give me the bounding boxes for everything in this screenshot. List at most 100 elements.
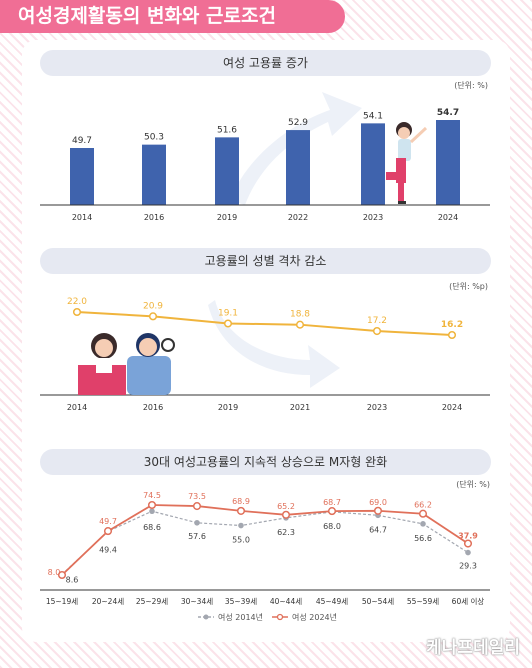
section-title-m-curve: 30대 여성고용률의 지속적 상승으로 M자형 완화	[40, 449, 491, 475]
series-2024-point	[281, 510, 291, 519]
gap-value-label: 17.2	[367, 316, 387, 326]
legend-2014-marker	[203, 614, 209, 620]
gap-point	[72, 307, 82, 317]
series-value-label: 49.4	[99, 545, 117, 554]
bar-2023	[361, 123, 385, 205]
series-value-label: 66.2	[414, 501, 432, 510]
series-value-label: 68.6	[143, 523, 161, 532]
chart3-unit: (단위: %)	[456, 479, 490, 489]
series-value-label: 37.9	[458, 532, 478, 541]
series-2014-point	[465, 549, 471, 556]
series-2024-point	[418, 509, 428, 518]
gap-value-label: 18.8	[290, 310, 310, 320]
chart1-unit: (단위: %)	[454, 80, 488, 90]
x-tick-label: 2019	[218, 403, 238, 412]
x-tick-label: 2014	[72, 213, 92, 222]
x-tick-label: 2023	[367, 403, 387, 412]
series-line-1	[61, 504, 469, 576]
x-tick-label: 2024	[442, 403, 462, 412]
gap-point	[223, 319, 233, 328]
series-2014-point	[149, 508, 155, 515]
legend-2024-marker	[276, 613, 284, 621]
gap-value-label: 16.2	[441, 320, 463, 330]
series-value-label: 62.3	[277, 528, 295, 537]
series-2024-point	[236, 506, 246, 515]
x-tick-label: 30~34세	[181, 597, 213, 606]
bar-value-label: 54.1	[363, 111, 383, 121]
section-title-employment-rate: 여성 고용률 증가	[40, 50, 491, 76]
series-value-label: 68.0	[323, 522, 341, 531]
series-2024-point	[373, 506, 383, 515]
series-value-label: 29.3	[459, 562, 477, 571]
gap-value-label: 19.1	[218, 309, 238, 319]
series-value-label: 64.7	[369, 525, 387, 534]
x-tick-label: 60세 이상	[452, 596, 485, 606]
series-value-label: 55.0	[232, 536, 250, 545]
x-tick-label: 2016	[143, 403, 163, 412]
decor-arrow-down	[208, 300, 340, 388]
series-value-label: 8.0	[48, 568, 61, 577]
series-2014-point	[420, 521, 426, 527]
x-tick-label: 40~44세	[270, 597, 302, 606]
x-tick-label: 25~29세	[136, 597, 168, 606]
watermark-logo: 케나프데일리	[426, 638, 520, 658]
series-value-label: 69.0	[369, 498, 387, 507]
bar-value-label: 52.9	[288, 118, 308, 128]
x-tick-label: 2024	[438, 213, 458, 222]
two-workers-illustration	[78, 333, 175, 395]
series-value-label: 68.7	[323, 498, 341, 507]
series-value-label: 74.5	[143, 491, 161, 500]
gap-point	[372, 326, 382, 336]
chart3-legend: 여성 2014년 여성 2024년	[198, 612, 337, 622]
legend-2014-label: 여성 2014년	[218, 612, 263, 622]
x-tick-label: 45~49세	[316, 597, 348, 606]
series-value-label: 68.9	[232, 497, 250, 506]
bar-2014	[70, 148, 94, 205]
series-value-label: 65.2	[277, 502, 295, 511]
series-2024-point	[57, 570, 67, 580]
bar-value-label: 51.6	[217, 125, 237, 135]
x-tick-label: 15~19세	[46, 597, 78, 606]
series-value-label: 8.6	[66, 575, 79, 584]
series-value-label: 49.7	[99, 517, 117, 526]
x-tick-label: 55~59세	[407, 597, 439, 606]
x-tick-label: 20~24세	[92, 597, 124, 606]
series-value-label: 73.5	[188, 492, 206, 501]
x-tick-label: 50~54세	[362, 597, 394, 606]
series-2014-point	[194, 519, 200, 526]
bar-2024	[436, 120, 460, 205]
series-value-label: 56.6	[414, 534, 432, 543]
x-tick-label: 35~39세	[225, 597, 257, 606]
decor-arrow-up	[230, 92, 362, 205]
bar-value-label: 54.7	[437, 108, 459, 118]
series-value-label: 57.6	[188, 532, 206, 541]
section-title-gender-gap: 고용률의 성별 격차 감소	[40, 248, 491, 274]
bar-2022	[286, 130, 310, 205]
bar-value-label: 49.7	[72, 136, 92, 146]
series-2024-point	[147, 500, 157, 510]
x-tick-label: 2023	[363, 213, 383, 222]
series-2024-point	[192, 502, 202, 511]
series-2024-point	[327, 507, 337, 516]
series-2024-point	[103, 527, 113, 536]
chart2-unit: (단위: %p)	[449, 281, 488, 291]
gap-point	[447, 330, 457, 340]
x-tick-label: 2016	[144, 213, 164, 222]
x-tick-label: 2021	[290, 403, 310, 412]
x-tick-label: 2014	[67, 403, 87, 412]
gap-point	[295, 320, 305, 329]
page-title: 여성경제활동의 변화와 근로조건	[0, 0, 345, 33]
series-2024-point	[463, 539, 473, 548]
gap-value-label: 20.9	[143, 301, 163, 311]
gap-value-label: 22.0	[67, 297, 87, 307]
x-tick-label: 2019	[217, 213, 237, 222]
woman-pointing-illustration	[386, 122, 428, 204]
x-tick-label: 2022	[288, 213, 308, 222]
series-line-0	[61, 510, 469, 575]
bar-value-label: 50.3	[144, 133, 164, 143]
bar-2016	[142, 144, 166, 205]
legend-2024-label: 여성 2024년	[292, 612, 337, 622]
bar-2019	[215, 137, 239, 205]
gap-line	[76, 311, 453, 336]
